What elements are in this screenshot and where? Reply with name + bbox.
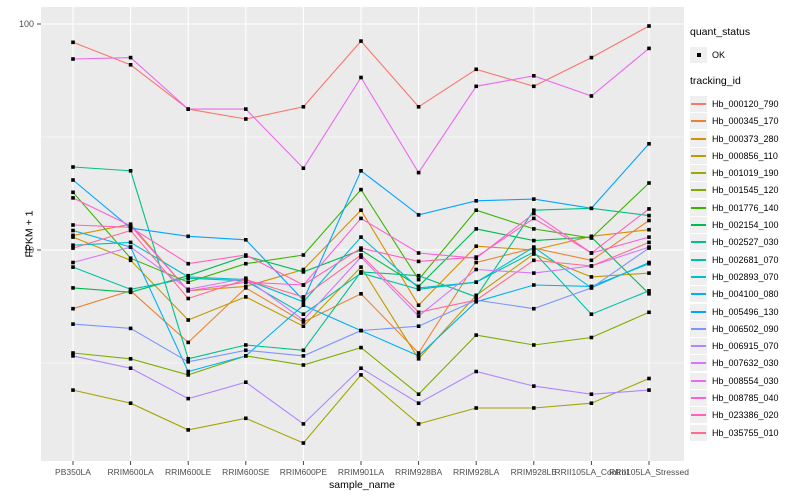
legend-item-Hb_023386_020: Hb_023386_020	[690, 407, 798, 424]
legend-item-Hb_007632_030: Hb_007632_030	[690, 355, 798, 372]
line-swatch-icon	[690, 407, 707, 424]
line-swatch-icon	[690, 389, 707, 406]
x-axis-title: sample_name	[329, 479, 395, 491]
x-tick-label: RRII105LA_Control	[554, 467, 629, 477]
legend-label: Hb_008554_030	[712, 375, 779, 386]
ok-point-key-icon	[690, 46, 707, 63]
legend-item-Hb_006502_090: Hb_006502_090	[690, 320, 798, 337]
x-tick-label: RRIM901LA	[337, 467, 385, 477]
line-swatch-icon	[690, 147, 707, 164]
line-swatch-icon	[690, 268, 707, 285]
legend-label: Hb_002527_030	[712, 237, 779, 248]
line-swatch-icon	[690, 251, 707, 268]
x-tick-label: RRIM600LA	[107, 467, 154, 477]
legend-label: Hb_004100_080	[712, 289, 779, 300]
x-tick-label: RRIM600LE	[165, 467, 212, 477]
legend-item-Hb_008785_040: Hb_008785_040	[690, 389, 798, 406]
legend-item-ok: OK	[690, 46, 798, 63]
legend-label: Hb_001545_120	[712, 185, 779, 196]
legend-item-Hb_006915_070: Hb_006915_070	[690, 337, 798, 355]
line-swatch-icon	[690, 199, 707, 216]
legend-label: Hb_002154_100	[712, 220, 779, 231]
x-tick-label: RRII105LA_Stressed	[609, 467, 689, 477]
line-swatch-icon	[690, 217, 707, 234]
legend-item-Hb_035755_010: Hb_035755_010	[690, 424, 798, 441]
legend-label: Hb_006502_090	[712, 323, 779, 334]
line-swatch-icon	[690, 355, 707, 372]
legend-label: Hb_002893_070	[712, 271, 779, 282]
line-swatch-icon	[690, 424, 707, 441]
legend-label: Hb_006915_070	[712, 341, 779, 352]
legend-label: Hb_005496_130	[712, 306, 779, 317]
line-swatch-icon	[690, 338, 707, 355]
legend-item-Hb_000373_280: Hb_000373_280	[690, 130, 798, 147]
legend-item-Hb_001776_140: Hb_001776_140	[690, 199, 798, 216]
legend-label: Hb_000345_170	[712, 116, 779, 127]
legend-tracking-items: Hb_000120_790 Hb_000345_170 Hb_000373_280 H…	[690, 95, 798, 441]
line-swatch-icon	[690, 165, 707, 182]
legend-label: Hb_007632_030	[712, 358, 779, 369]
legend-item-Hb_002527_030: Hb_002527_030	[690, 234, 798, 251]
legend-item-Hb_008554_030: Hb_008554_030	[690, 372, 798, 389]
x-tick-label: RRIM928LE	[510, 467, 557, 477]
line-swatch-icon	[690, 130, 707, 147]
legend-label: Hb_008785_040	[712, 392, 779, 403]
line-swatch-icon	[690, 303, 707, 320]
legend-title-quant-status: quant_status	[690, 26, 751, 38]
legend: quant_status OK tracking_id Hb_000120_79…	[690, 26, 798, 441]
legend-item-Hb_002893_070: Hb_002893_070	[690, 268, 798, 285]
x-tick-label: PB350LA	[55, 467, 91, 477]
line-swatch-icon	[690, 182, 707, 199]
legend-item-Hb_000120_790: Hb_000120_790	[690, 95, 798, 112]
x-tick-label: RRIM928LA	[453, 467, 500, 477]
legend-label: Hb_001019_190	[712, 168, 779, 179]
legend-item-Hb_000856_110: Hb_000856_110	[690, 147, 798, 164]
legend-label: Hb_001776_140	[712, 202, 779, 213]
x-tick-label: RRIM928BA	[394, 467, 443, 477]
legend-label: Hb_000856_110	[712, 150, 778, 161]
x-tick-label: RRIM600PE	[279, 467, 328, 477]
y-tick-label: 10	[23, 245, 34, 255]
legend-item-Hb_001019_190: Hb_001019_190	[690, 164, 798, 182]
legend-label-ok: OK	[712, 49, 726, 60]
legend-item-Hb_002154_100: Hb_002154_100	[690, 216, 798, 234]
line-swatch-icon	[690, 320, 707, 337]
y-axis-title: FPKM + 1	[23, 210, 36, 258]
line-swatch-icon	[690, 372, 707, 389]
legend-label: Hb_000373_280	[712, 133, 779, 144]
legend-label: Hb_002681_070	[712, 254, 779, 265]
y-tick-label: 100	[18, 19, 34, 29]
legend-item-Hb_000345_170: Hb_000345_170	[690, 113, 798, 130]
legend-label: Hb_000120_790	[712, 98, 779, 109]
legend-item-Hb_004100_080: Hb_004100_080	[690, 286, 798, 303]
legend-label: Hb_035755_010	[712, 427, 779, 438]
line-swatch-icon	[690, 286, 707, 303]
legend-item-Hb_001545_120: Hb_001545_120	[690, 182, 798, 199]
line-swatch-icon	[690, 95, 707, 112]
legend-item-Hb_005496_130: Hb_005496_130	[690, 303, 798, 320]
x-tick-label: RRIM600SE	[222, 467, 270, 477]
line-swatch-icon	[690, 113, 707, 130]
legend-label: Hb_023386_020	[712, 410, 779, 421]
legend-title-tracking-id: tracking_id	[690, 75, 741, 88]
line-swatch-icon	[690, 234, 707, 251]
legend-item-Hb_002681_070: Hb_002681_070	[690, 251, 798, 268]
